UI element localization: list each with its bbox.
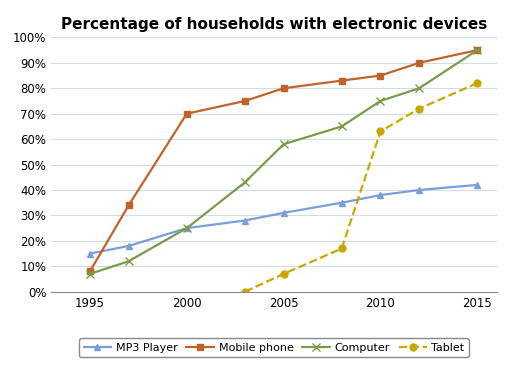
Computer — [184, 226, 190, 230]
MP3 Player — [184, 226, 190, 230]
Mobile phone — [125, 203, 132, 208]
Mobile phone — [377, 73, 383, 78]
Line: Mobile phone: Mobile phone — [87, 47, 481, 275]
MP3 Player — [87, 251, 93, 256]
MP3 Player — [377, 193, 383, 197]
Computer — [281, 142, 287, 147]
Tablet — [377, 129, 383, 134]
Computer — [125, 259, 132, 263]
MP3 Player — [242, 218, 248, 223]
MP3 Player — [281, 211, 287, 215]
Computer — [416, 86, 422, 91]
Computer — [242, 180, 248, 185]
Mobile phone — [184, 111, 190, 116]
MP3 Player — [416, 188, 422, 192]
Legend: MP3 Player, Mobile phone, Computer, Tablet: MP3 Player, Mobile phone, Computer, Tabl… — [79, 338, 468, 358]
Tablet — [474, 81, 480, 85]
Title: Percentage of households with electronic devices: Percentage of households with electronic… — [61, 17, 487, 32]
MP3 Player — [125, 244, 132, 248]
Computer — [474, 48, 480, 52]
Tablet — [338, 246, 345, 251]
Mobile phone — [281, 86, 287, 91]
Mobile phone — [416, 61, 422, 65]
Computer — [377, 99, 383, 103]
Line: Computer: Computer — [86, 46, 481, 278]
MP3 Player — [338, 200, 345, 205]
Tablet — [242, 289, 248, 294]
Tablet — [416, 106, 422, 111]
Computer — [338, 124, 345, 129]
Mobile phone — [87, 269, 93, 274]
Mobile phone — [474, 48, 480, 52]
MP3 Player — [474, 183, 480, 187]
Line: Tablet: Tablet — [241, 80, 481, 295]
Tablet — [281, 272, 287, 276]
Line: MP3 Player: MP3 Player — [87, 181, 481, 257]
Mobile phone — [242, 99, 248, 103]
Computer — [87, 272, 93, 276]
Mobile phone — [338, 79, 345, 83]
